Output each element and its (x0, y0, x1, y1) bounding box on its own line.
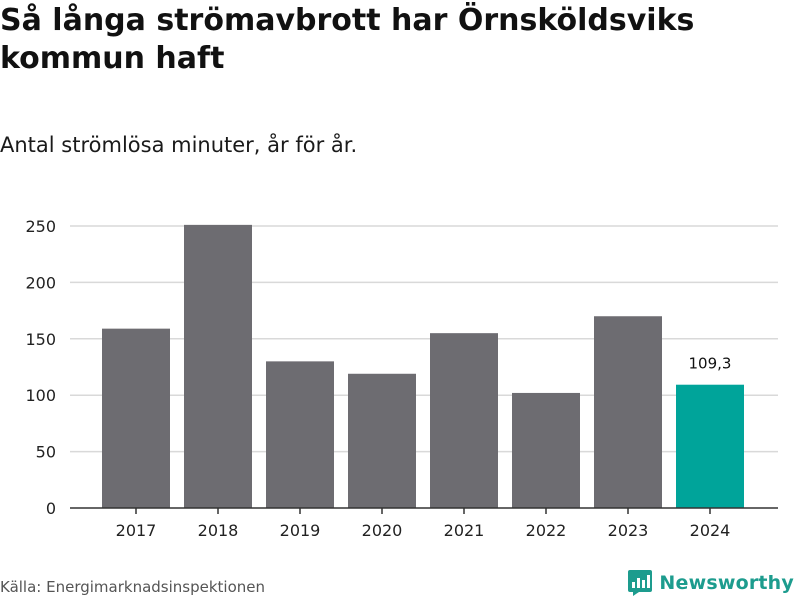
y-tick-label: 150 (25, 330, 56, 349)
x-tick-label: 2020 (362, 521, 403, 540)
y-tick-label: 200 (25, 273, 56, 292)
y-tick-label: 250 (25, 217, 56, 236)
source-note: Källa: Energimarknadsinspektionen (0, 578, 266, 596)
y-tick-label: 0 (46, 499, 56, 518)
x-tick-label: 2023 (608, 521, 649, 540)
newsworthy-logo-icon (628, 570, 653, 596)
x-tick-label: 2024 (690, 521, 731, 540)
y-tick-label: 100 (25, 386, 56, 405)
brand-name: Newsworthy (659, 572, 794, 594)
bar-2023 (594, 316, 662, 508)
bar-2022 (512, 392, 580, 508)
bar-2018 (184, 224, 252, 508)
chart-title: Så långa strömavbrott har Örnsköldsviks … (0, 3, 695, 76)
bar-2017 (102, 328, 170, 508)
brand-logo: Newsworthy (627, 569, 794, 597)
chart-subtitle: Antal strömlösa minuter, år för år. (0, 133, 358, 157)
x-tick-label: 2018 (198, 521, 239, 540)
x-tick-label: 2017 (116, 521, 157, 540)
bar-2020 (348, 373, 416, 508)
bar-2019 (266, 361, 334, 508)
x-tick-label: 2021 (444, 521, 485, 540)
bar-2021 (430, 333, 498, 508)
x-tick-label: 2022 (526, 521, 567, 540)
x-tick-label: 2019 (280, 521, 321, 540)
data-label: 109,3 (689, 355, 732, 373)
y-tick-label: 50 (36, 443, 56, 462)
bar-2024 (676, 384, 744, 508)
bar-chart: 0 50 100 150 200 250 2017 2018 2019 2020 2021 2022 2… (25, 217, 778, 540)
